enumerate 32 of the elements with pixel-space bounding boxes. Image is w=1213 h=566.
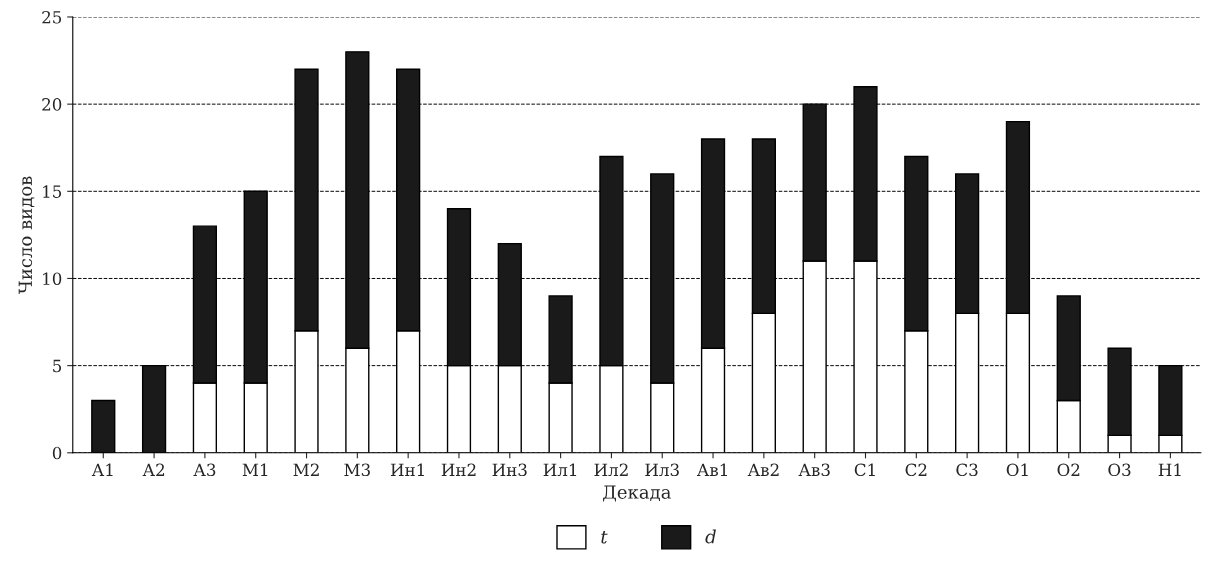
- x-tick-label: Ил3: [645, 463, 679, 477]
- x-tick-label: Ав3: [798, 463, 830, 477]
- x-tick-label: Ин3: [492, 463, 527, 477]
- x-tick-label: С3: [956, 463, 978, 477]
- x-tick-label: А3: [193, 463, 216, 477]
- x-tick-label: М2: [293, 463, 319, 476]
- x-tick-label: Ин1: [390, 463, 424, 476]
- legend-label: t: [601, 530, 608, 544]
- x-tick-label: Ил2: [594, 463, 628, 477]
- x-tick-label: Ин2: [441, 463, 476, 476]
- y-tick-label: 25: [42, 10, 62, 24]
- x-tick-label: С1: [854, 463, 875, 477]
- y-axis-title: Число видов: [18, 176, 35, 294]
- x-axis-title: Декада: [603, 485, 671, 502]
- x-tick-label: О1: [1006, 463, 1028, 477]
- x-tick-label: О2: [1057, 463, 1080, 477]
- legend-label: d: [705, 529, 716, 544]
- x-tick-label: А1: [91, 463, 113, 476]
- x-tick-label: О3: [1108, 463, 1131, 477]
- x-tick-label: С2: [905, 463, 927, 477]
- x-tick-label: М3: [344, 463, 370, 477]
- y-tick-label: 10: [43, 272, 62, 286]
- x-tick-label: Ил1: [543, 463, 577, 477]
- y-tick-label: 20: [42, 98, 62, 111]
- x-tick-label: Ав1: [696, 463, 727, 476]
- y-tick-label: 5: [53, 359, 62, 373]
- y-tick-label: 15: [43, 185, 62, 198]
- y-tick-label: 0: [52, 446, 62, 460]
- x-tick-label: А2: [142, 463, 165, 476]
- x-tick-label: Ав2: [747, 463, 779, 476]
- x-tick-label: Н1: [1158, 463, 1181, 476]
- x-tick-label: М1: [242, 463, 268, 476]
